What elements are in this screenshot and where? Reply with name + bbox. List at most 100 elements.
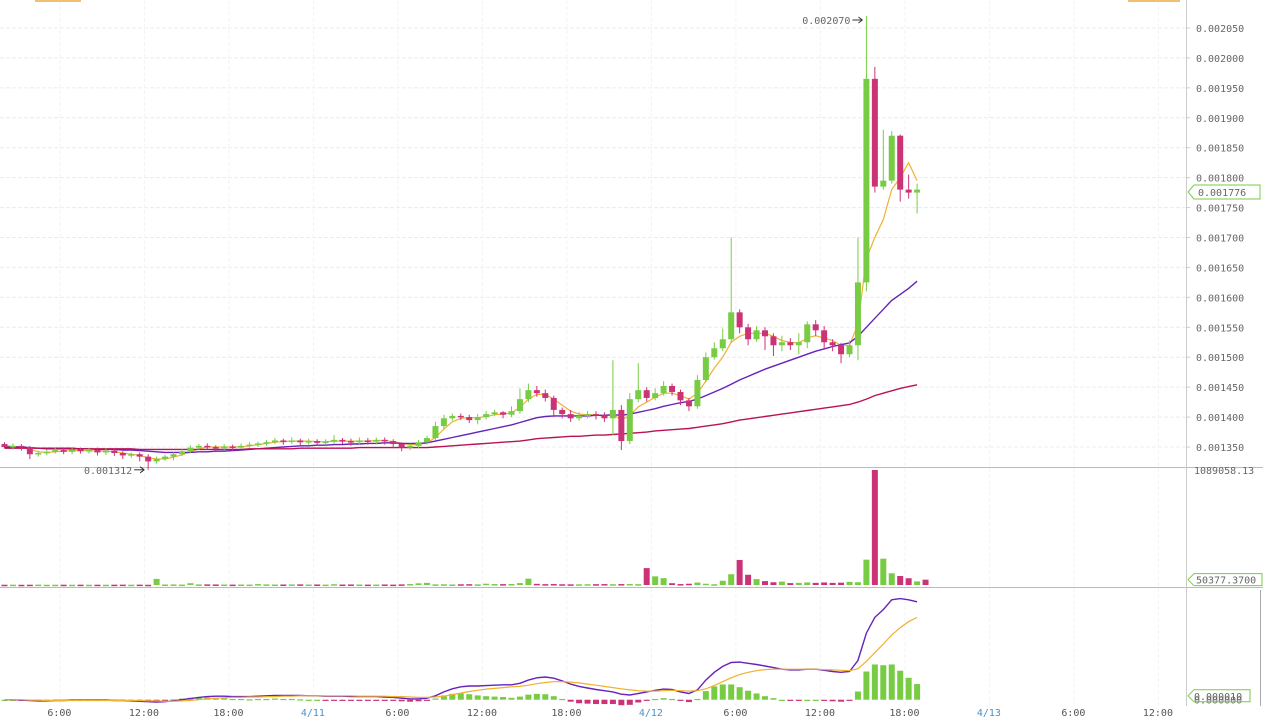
volume-bar [711,584,718,586]
candle-body [297,440,304,443]
volume-bar [449,584,456,586]
candle-body [162,456,169,460]
volume-bar [719,580,726,585]
candle-body [685,400,692,407]
top-marker [1128,0,1180,2]
macd-histogram-bar [728,684,735,700]
candle-body [94,450,101,453]
candle-body [635,390,642,400]
volume-bar [1,584,8,587]
volume-bar [466,584,473,586]
candle-body [533,390,540,394]
macd-histogram-bar [424,699,430,701]
candle-body [601,415,608,419]
candle-body [609,409,616,419]
volume-bar [576,584,583,586]
candle-body [871,78,878,187]
candle-body [52,450,59,452]
candle-body [812,324,819,331]
macd-histogram-bar [685,699,692,703]
macd-histogram-bar [829,699,836,702]
volume-bar [432,584,439,586]
candle-body [914,189,921,193]
current-price-label: 0.001776 [1198,188,1246,199]
volume-bar [288,584,295,586]
time-tick-label: 6:00 [385,708,409,717]
y-tick-label: 0.001400 [1196,413,1244,424]
candle-body [457,415,464,418]
candle-body [660,385,667,394]
candle-body [145,456,152,462]
candle-body [204,445,211,448]
candle-body [128,454,135,456]
volume-bar [643,568,650,585]
candle-body [86,450,92,452]
candle-body [356,440,363,443]
candle-body [212,447,219,449]
candle-body [339,439,346,442]
macd-histogram-bar [491,696,498,700]
volume-bar [753,579,760,585]
volume-bar [871,470,878,585]
volume-bar [660,578,667,585]
macd-histogram [1,664,921,706]
volume-bar [381,584,388,586]
candle-body [153,459,160,462]
y-tick-label: 0.001650 [1196,263,1244,274]
macd-histogram-bar [364,699,371,701]
volume-bar [339,584,346,587]
candle-body [846,345,853,355]
volume-bar [128,584,135,587]
volume-bar [111,584,118,587]
volume-bar [500,584,507,586]
macd-histogram-bar [652,698,659,701]
max-arrow-head [858,16,863,24]
top-marker [35,0,81,2]
volume-bar [263,584,270,586]
candle-body [677,391,684,401]
candle-body [829,342,836,346]
volume-bar [229,584,236,587]
time-tick-label: 12:00 [805,708,835,717]
candle-body [500,412,507,415]
volume-bar [356,584,363,587]
volume-bar [390,584,397,587]
time-tick-label: 18:00 [213,708,243,717]
y-tick-label: 0.001750 [1196,204,1244,215]
volume-bar [43,584,50,587]
volume-bar [305,584,312,587]
candle-body [263,442,270,444]
volume-bar [35,584,42,587]
candle-body [440,418,447,427]
candle-body [880,180,887,187]
candle-body [407,445,414,448]
macd-histogram-bar [838,699,845,702]
candle-body [449,415,456,419]
time-tick-label: 12:00 [129,708,159,717]
y-tick-label: 0.001850 [1196,144,1244,155]
time-axis: 6:00 12:00 18:00 4/11 6:00 12:00 18:00 4/12 6:00… [47,708,1173,719]
volume-bars [1,470,929,587]
macd-line [4,597,918,703]
price-axis: 0.002050 0.002000 0.001950 0.001900 0.001850… [1186,24,1263,707]
macd-histogram-bar [745,690,752,700]
volume-bar [787,583,794,585]
candle-body [18,445,25,448]
macd-histogram-bar [305,699,312,701]
volume-bar [255,584,261,586]
macd-histogram-bar [854,691,861,700]
candle-body [745,327,752,340]
macd-histogram-bar [601,699,608,705]
time-tick-label: 12:00 [1143,708,1173,717]
candle-body [584,414,591,416]
volume-bar [702,583,709,586]
candle-body [373,439,380,442]
macd-histogram-bar [356,699,363,701]
volume-bar [533,583,540,586]
volume-bar [440,584,447,586]
macd-histogram-bar [787,699,794,701]
macd-histogram-bar [347,699,354,701]
candle-body [702,357,709,380]
